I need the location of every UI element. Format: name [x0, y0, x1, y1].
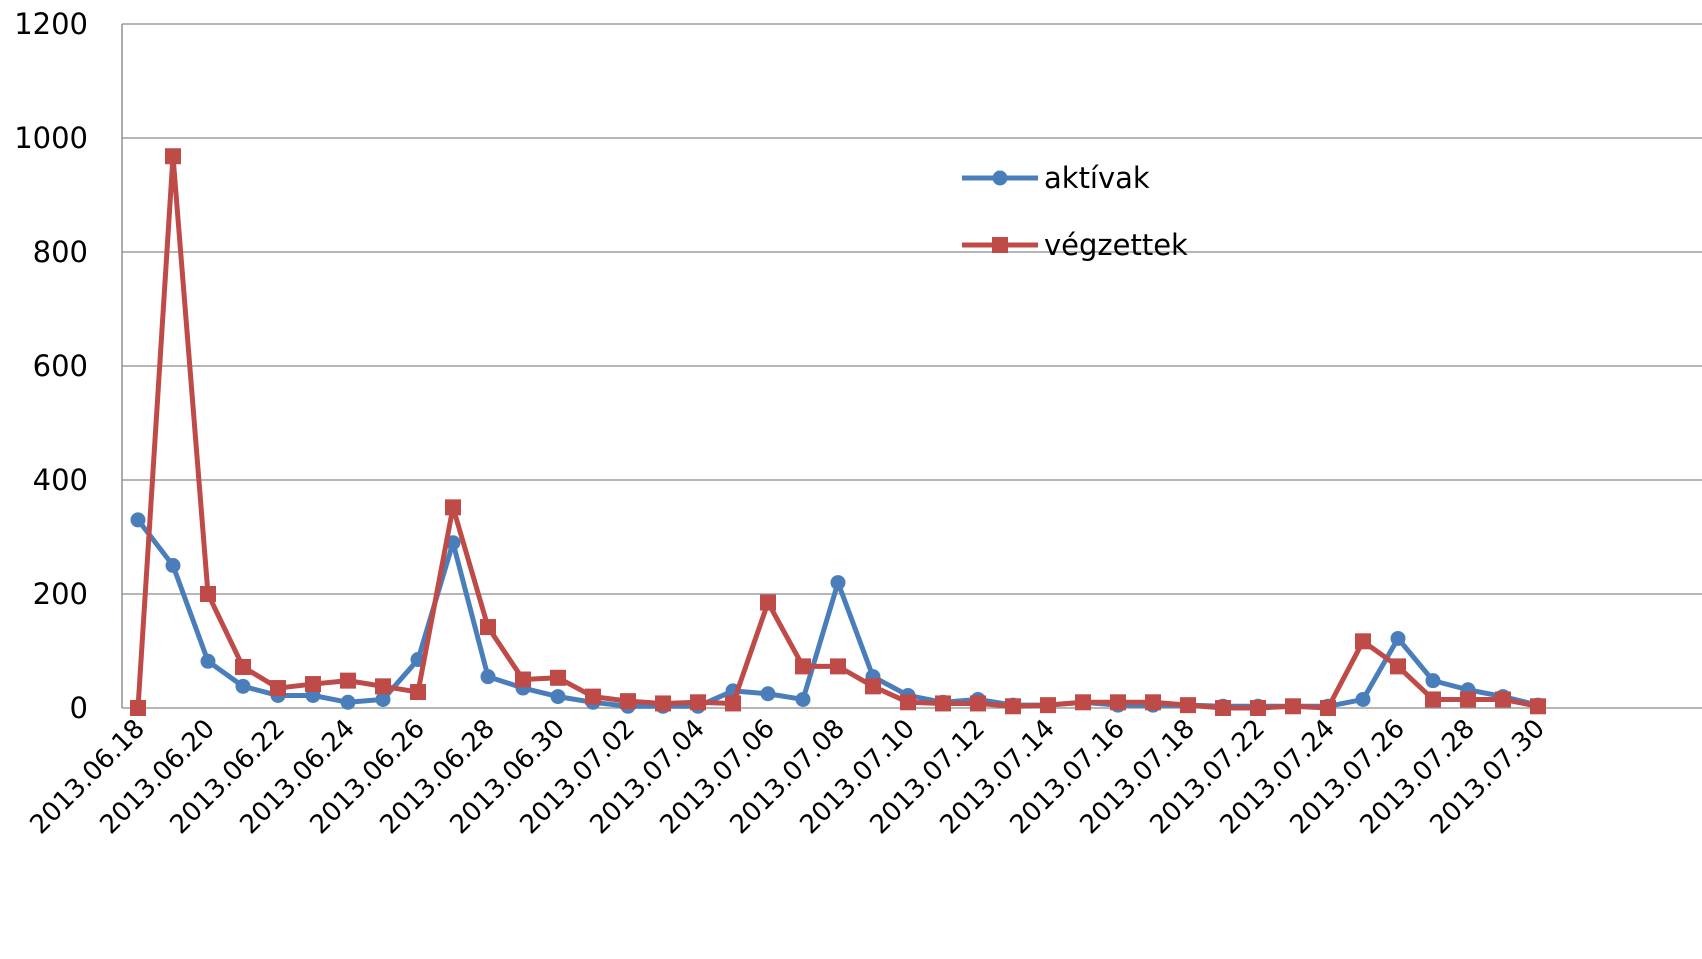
y-tick-label: 1000 — [14, 121, 88, 155]
data-point — [305, 676, 321, 693]
data-point — [1355, 633, 1371, 650]
data-point — [515, 671, 531, 688]
data-point — [1075, 694, 1091, 711]
legend: aktívak végzettek — [962, 161, 1188, 262]
data-point — [795, 691, 811, 707]
data-point — [550, 669, 566, 686]
data-point — [760, 686, 776, 702]
data-point — [550, 689, 566, 705]
data-point — [760, 594, 776, 611]
data-point — [1530, 698, 1546, 715]
data-point — [585, 688, 601, 705]
x-axis: 2013.06.182013.06.202013.06.222013.06.24… — [24, 714, 1550, 840]
data-point — [340, 694, 356, 710]
series-group — [130, 148, 1546, 716]
legend-marker — [992, 237, 1008, 253]
data-point — [620, 693, 636, 710]
y-tick-label: 600 — [33, 349, 88, 383]
data-point — [165, 148, 181, 165]
y-axis: 0 200 400 600 800 1000 1200 — [14, 7, 123, 725]
data-point — [970, 695, 986, 712]
data-point — [1425, 673, 1441, 689]
data-point — [900, 694, 916, 711]
data-point — [865, 678, 881, 695]
data-point — [375, 691, 391, 707]
legend-label: végzettek — [1044, 228, 1188, 262]
data-point — [690, 694, 706, 711]
data-point — [235, 678, 251, 694]
y-tick-label: 800 — [33, 235, 88, 269]
data-point — [200, 586, 216, 602]
data-point — [340, 672, 356, 689]
data-point — [1040, 697, 1056, 714]
data-point — [1250, 700, 1266, 716]
data-point — [1320, 700, 1336, 716]
y-tick-label: 200 — [33, 577, 88, 611]
data-point — [480, 669, 496, 685]
data-point — [1005, 698, 1021, 715]
data-point — [725, 695, 741, 712]
gridlines — [122, 23, 1702, 709]
data-point — [1285, 698, 1301, 715]
data-point — [200, 653, 216, 669]
data-point — [235, 658, 251, 675]
data-point — [935, 695, 951, 712]
data-point — [1460, 691, 1476, 708]
data-point — [375, 678, 391, 695]
data-point — [655, 695, 671, 712]
y-tick-label: 1200 — [14, 7, 88, 41]
data-point — [1425, 691, 1441, 708]
data-point — [1215, 700, 1231, 716]
legend-marker — [992, 170, 1008, 186]
data-point — [270, 680, 286, 697]
data-point — [130, 700, 146, 716]
data-point — [130, 512, 146, 528]
data-point — [480, 619, 496, 636]
data-point — [445, 499, 461, 516]
series-line — [135, 153, 1541, 711]
series-2 — [130, 148, 1546, 716]
legend-label: aktívak — [1044, 161, 1150, 195]
data-point — [1355, 691, 1371, 707]
data-point — [1390, 658, 1406, 675]
data-point — [410, 684, 426, 701]
y-tick-label: 400 — [33, 463, 88, 497]
data-point — [795, 658, 811, 675]
data-point — [1390, 630, 1406, 646]
y-tick-label: 0 — [70, 691, 88, 725]
data-point — [1110, 694, 1126, 711]
data-point — [830, 658, 846, 675]
data-point — [1145, 694, 1161, 711]
data-point — [1495, 691, 1511, 708]
data-point — [830, 575, 846, 591]
data-point — [1180, 697, 1196, 714]
data-point — [165, 558, 181, 573]
